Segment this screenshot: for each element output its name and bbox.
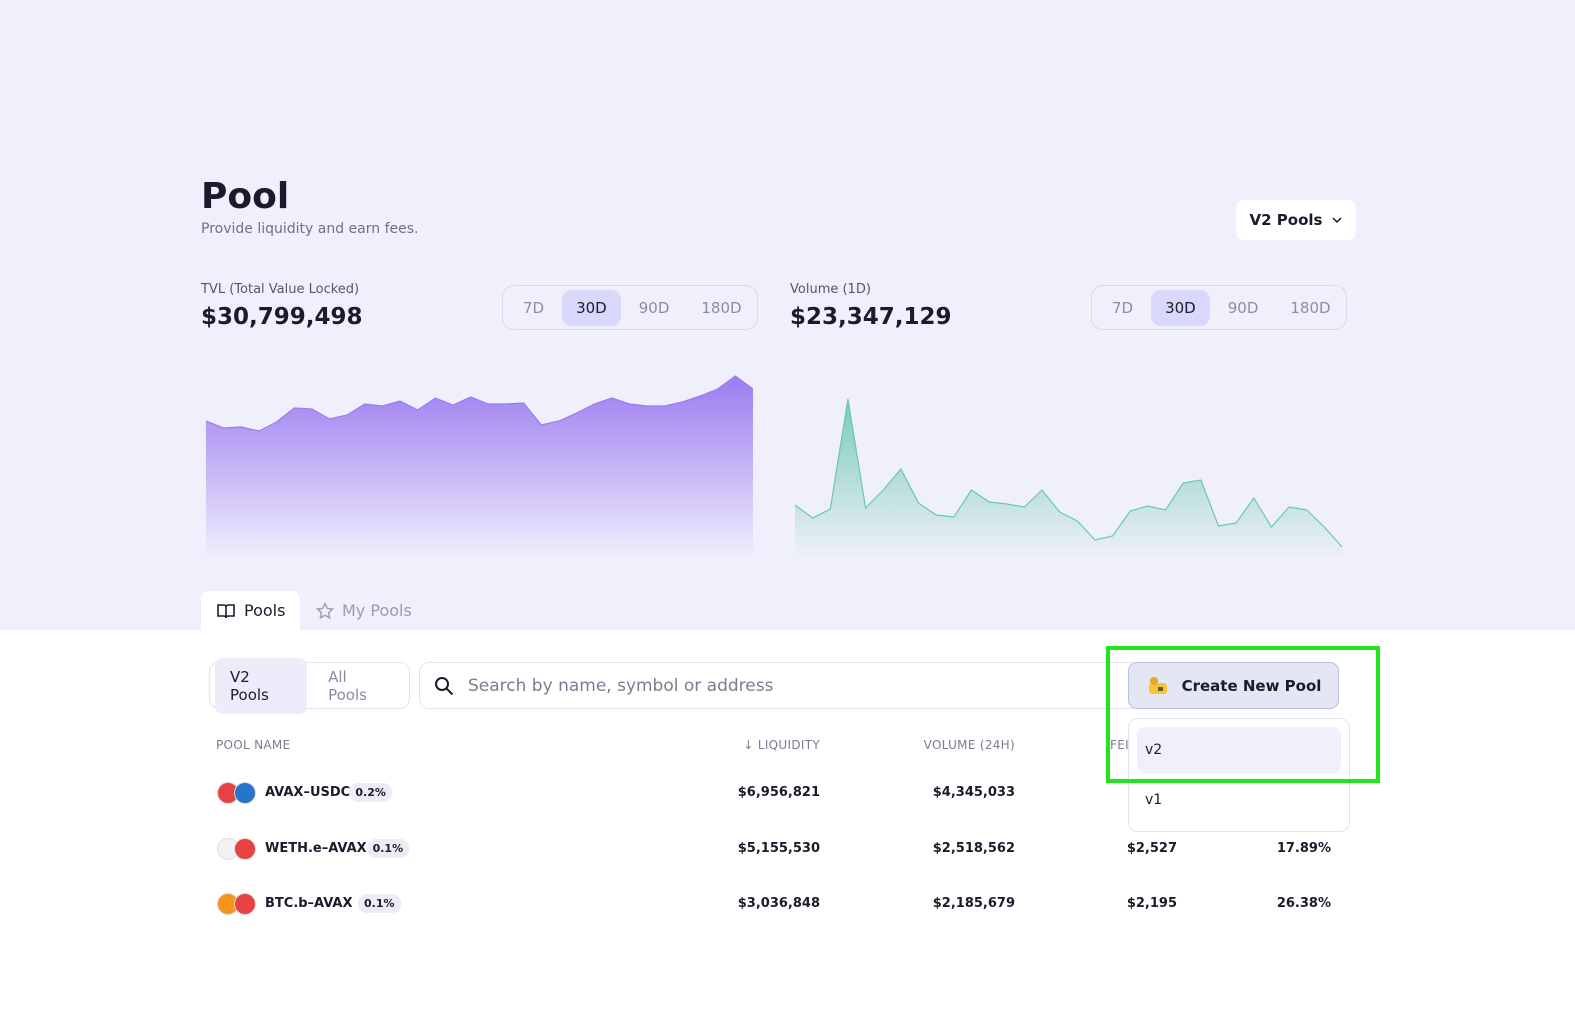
cell-volume: $4,345,033 xyxy=(933,785,1015,800)
range-option[interactable]: 180D xyxy=(687,290,755,326)
fee-badge: 0.1% xyxy=(367,839,410,858)
cell-liquidity: $5,155,530 xyxy=(738,841,820,856)
page-subtitle: Provide liquidity and earn fees. xyxy=(201,221,418,237)
cell-fees: $2,527 xyxy=(1127,841,1177,856)
search-box[interactable]: Search by name, symbol or address xyxy=(419,662,1139,709)
search-placeholder: Search by name, symbol or address xyxy=(468,676,773,696)
cell-apr: 26.38% xyxy=(1277,896,1331,911)
range-option[interactable]: 90D xyxy=(625,290,684,326)
column-header[interactable]: VOLUME (24H) xyxy=(924,738,1015,752)
pools-tab[interactable]: Pools xyxy=(201,591,300,630)
range-option[interactable]: 90D xyxy=(1214,290,1273,326)
range-selector: 7D30D90D180D xyxy=(1091,285,1347,330)
tab-label: My Pools xyxy=(342,601,412,620)
range-option[interactable]: 30D xyxy=(562,290,621,326)
fee-badge: 0.2% xyxy=(349,783,392,802)
stat-label: TVL (Total Value Locked) xyxy=(201,282,359,297)
pool-name: AVAX–USDC xyxy=(265,785,350,800)
column-header-label: LIQUIDITY xyxy=(758,738,820,752)
range-option[interactable]: 30D xyxy=(1151,290,1210,326)
range-selector: 7D30D90D180D xyxy=(502,285,758,330)
pool-name: WETH.e–AVAX xyxy=(265,841,367,856)
token-icon xyxy=(234,782,256,804)
filter-option[interactable]: All Pools xyxy=(313,658,404,714)
search-icon xyxy=(434,676,454,696)
page-title: Pool xyxy=(201,176,289,217)
version-selector[interactable]: V2 Pools xyxy=(1236,200,1356,240)
range-option[interactable]: 7D xyxy=(509,290,558,326)
column-header[interactable]: ↓ LIQUIDITY xyxy=(743,738,820,752)
token-icon xyxy=(234,838,256,860)
range-option[interactable]: 180D xyxy=(1276,290,1344,326)
pool-filter: V2 Pools All Pools xyxy=(209,662,410,709)
filter-option[interactable]: V2 Pools xyxy=(215,658,307,714)
book-icon xyxy=(216,602,236,620)
stat-label: Volume (1D) xyxy=(790,282,871,297)
version-selector-label: V2 Pools xyxy=(1250,211,1323,229)
menu-item[interactable]: v1 xyxy=(1137,777,1341,823)
highlight-box xyxy=(1106,646,1380,783)
token-icon xyxy=(234,893,256,915)
cell-apr: 17.89% xyxy=(1277,841,1331,856)
stat-value: $23,347,129 xyxy=(790,304,952,330)
area-fill xyxy=(795,399,1342,560)
my-pools-tab[interactable]: My Pools xyxy=(301,591,427,630)
cell-fees: $2,195 xyxy=(1127,896,1177,911)
stat-value: $30,799,498 xyxy=(201,304,363,330)
tab-label: Pools xyxy=(244,601,285,620)
area-fill xyxy=(206,376,753,560)
column-header: POOL NAME xyxy=(216,738,290,752)
chevron-icon xyxy=(1332,217,1342,224)
fee-badge: 0.1% xyxy=(358,894,401,913)
cell-volume: $2,518,562 xyxy=(933,841,1015,856)
cell-liquidity: $6,956,821 xyxy=(738,785,820,800)
range-option[interactable]: 7D xyxy=(1098,290,1147,326)
cell-liquidity: $3,036,848 xyxy=(738,896,820,911)
star-icon xyxy=(316,602,334,620)
cell-volume: $2,185,679 xyxy=(933,896,1015,911)
pool-name: BTC.b–AVAX xyxy=(265,896,353,911)
